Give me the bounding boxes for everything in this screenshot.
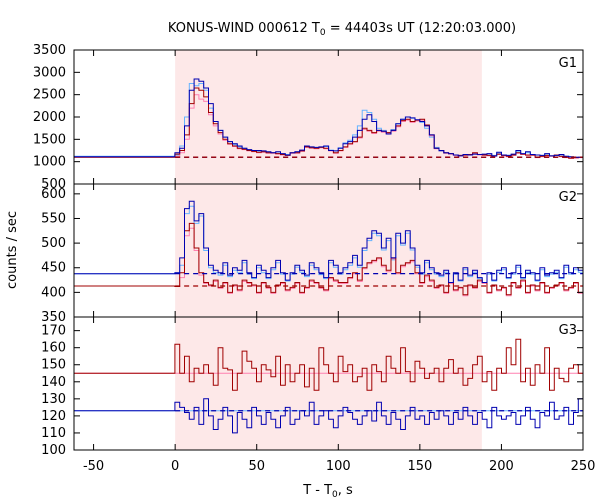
y-axis-label: counts / sec (5, 211, 20, 289)
x-tick-label: -50 (83, 459, 104, 474)
y-tick-label: 150 (41, 358, 66, 373)
y-tick-label: 450 (41, 261, 66, 276)
x-tick-label: 100 (326, 459, 351, 474)
series-blue (74, 200, 583, 283)
shaded-interval (175, 50, 482, 450)
series-group (74, 78, 583, 159)
y-tick-label: 170 (41, 324, 66, 339)
y-tick-label: 2000 (33, 110, 66, 125)
y-tick-label: 130 (41, 392, 66, 407)
x-tick-label: 0 (171, 459, 179, 474)
series-blue (74, 398, 583, 434)
series-blue (74, 78, 583, 158)
xlabel-prefix: T - T (302, 483, 332, 498)
y-tick-label: 160 (41, 341, 66, 356)
x-tick-label: 250 (571, 459, 596, 474)
x-tick-label: 200 (489, 459, 514, 474)
y-tick-label: 400 (41, 285, 66, 300)
panel-label: G3 (559, 323, 577, 338)
chart-title: KONUS-WIND 000612 T0 = 44403s UT (12:20:… (168, 21, 516, 38)
x-axis-label: T - T0, s (302, 483, 353, 500)
y-tick-label: 3000 (33, 65, 66, 80)
y-tick-label: 1000 (33, 155, 66, 170)
y-tick-label: 100 (41, 443, 66, 458)
y-tick-label: 550 (41, 211, 66, 226)
title-suffix: = 44403s UT (12:20:03.000) (326, 21, 516, 36)
y-tick-label: 600 (41, 187, 66, 202)
y-tick-label: 3500 (33, 43, 66, 58)
panel-g2: 350 400 450 500 550 600 G2 (41, 183, 584, 325)
series-red (74, 338, 583, 391)
y-tick-label: 140 (41, 375, 66, 390)
series-group (74, 200, 583, 297)
y-tick-label: 1500 (33, 132, 66, 147)
y-tick-label: 500 (41, 236, 66, 251)
x-tick-label: 50 (248, 459, 265, 474)
series-red (74, 222, 583, 296)
y-tick-label: 2500 (33, 88, 66, 103)
panel-frame (73, 316, 584, 451)
y-tick-label: 110 (41, 426, 66, 441)
title-prefix: KONUS-WIND 000612 T (168, 21, 320, 36)
series-group (74, 338, 583, 434)
y-tick-label: 120 (41, 409, 66, 424)
y-tick-label: 350 (41, 310, 66, 325)
title-subscript: 0 (320, 28, 326, 38)
x-tick-label: 150 (407, 459, 432, 474)
panel-label: G2 (559, 190, 577, 205)
panel-label: G1 (559, 56, 577, 71)
xlabel-suffix: , s (338, 483, 353, 498)
y-tick-label: 500 (41, 177, 66, 192)
panel-g1: 500 1000 1500 2000 2500 3000 3500 G1 (33, 43, 584, 192)
panel-g3: 100 110 120 130 140 150 160 170 G3 (41, 316, 584, 458)
xlabel-subscript: 0 (332, 490, 338, 500)
plot-area: 500100015002000250030003500G135040045050… (33, 43, 596, 474)
